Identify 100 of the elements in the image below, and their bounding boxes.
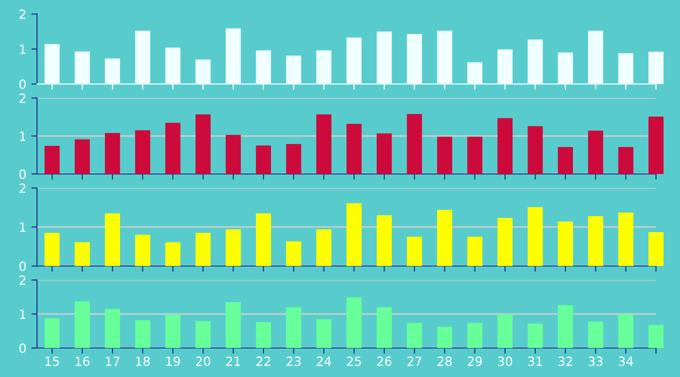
bar [497,218,513,266]
bar [44,232,60,266]
bar [467,136,482,174]
bar [406,236,422,266]
x-tick-label: 20 [196,356,210,366]
bar [44,318,60,348]
bar [346,203,362,266]
x-tick-label: 25 [347,356,361,366]
x-tick-label: 21 [226,356,240,366]
bar [165,315,180,348]
bar [256,213,272,266]
bar [618,212,634,266]
bar [497,314,513,348]
bar [618,314,634,348]
bar [437,210,452,266]
y-tick-label: 1 [20,310,26,319]
y-tick-label: 2 [20,183,26,193]
bar [316,114,332,174]
bar [44,44,60,84]
x-tick-label: 16 [76,356,90,366]
bar [196,232,211,266]
x-tick-label: 27 [407,356,422,366]
bar [406,114,422,174]
bar [256,322,272,348]
bar [528,126,543,174]
bar [256,50,272,84]
bar [286,56,302,84]
bar [165,122,180,174]
x-tick-label: 29 [468,356,482,366]
bar [437,136,452,174]
bar [226,134,241,174]
x-tick-label: 34 [618,356,634,366]
bar [528,40,543,84]
bar [135,234,150,266]
bar [165,48,180,84]
bar [497,49,513,84]
bar [467,62,482,84]
bar [135,320,150,348]
x-tick-label: 23 [286,356,301,366]
bar [558,222,573,266]
bar [437,326,452,348]
bar [196,114,211,174]
x-tick-label: 24 [316,356,332,366]
bar [226,28,241,84]
bar [196,60,211,84]
x-tick-label: 17 [106,356,120,366]
x-tick-label: 33 [588,356,603,366]
y-tick-label: 1 [20,132,26,141]
bar [346,37,362,84]
bar [226,302,241,348]
bar [165,242,180,266]
y-tick-label: 0 [19,79,26,89]
y-tick-label: 2 [20,9,26,19]
bar [135,30,150,84]
bar [135,130,150,174]
x-tick-label: 31 [528,356,542,366]
x-tick-label: 32 [558,356,572,366]
bar [74,301,90,348]
bar [588,130,604,174]
bar [104,213,120,266]
bar [376,307,392,348]
bar [196,321,211,348]
y-tick-label: 2 [20,275,26,285]
bar [74,51,90,84]
bar [406,322,422,348]
y-tick-label: 0 [19,169,26,179]
bar [316,229,332,266]
y-tick-label: 1 [20,44,26,54]
bar [406,34,422,84]
bar [467,322,482,348]
bar [528,324,543,348]
bar [376,215,392,266]
bar [497,118,513,174]
bar [376,133,392,174]
x-tick-label: 30 [498,356,512,366]
bar [648,52,664,84]
bar [104,132,120,174]
bar [558,305,573,348]
bar [104,308,120,348]
bar [618,147,634,174]
x-tick-label: 26 [377,356,392,366]
bar [376,32,392,84]
bar [104,58,120,84]
x-tick-label: 22 [256,356,270,366]
bar [74,139,90,174]
bar [286,241,302,266]
bar [467,236,482,266]
bar [648,324,664,348]
bar [558,52,573,84]
bar [648,232,664,266]
bar [286,307,302,348]
bar [226,229,241,266]
x-tick-label: 18 [136,356,150,366]
bar [74,242,90,266]
bar [528,207,543,266]
bar [316,319,332,348]
bar [286,144,302,174]
x-tick-label: 19 [166,356,180,366]
bar [256,146,272,174]
bar [588,216,604,266]
